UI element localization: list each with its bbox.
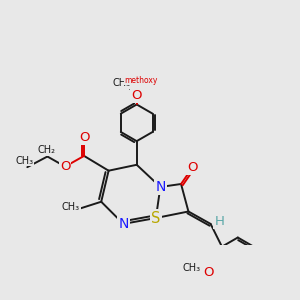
Text: methoxy: methoxy	[124, 76, 158, 85]
Text: H: H	[214, 215, 224, 228]
Text: N: N	[155, 180, 166, 194]
Text: O: O	[203, 266, 214, 279]
Text: N: N	[118, 217, 129, 231]
Text: O: O	[79, 131, 89, 144]
Text: CH₃: CH₃	[113, 78, 131, 88]
Text: S: S	[151, 211, 160, 226]
Text: CH₂: CH₂	[38, 145, 56, 155]
Text: CH₃: CH₃	[183, 263, 201, 273]
Text: CH₃: CH₃	[62, 202, 80, 212]
Text: CH₃: CH₃	[15, 156, 33, 166]
Text: O: O	[131, 88, 142, 101]
Text: O: O	[60, 160, 70, 173]
Text: O: O	[187, 161, 197, 174]
